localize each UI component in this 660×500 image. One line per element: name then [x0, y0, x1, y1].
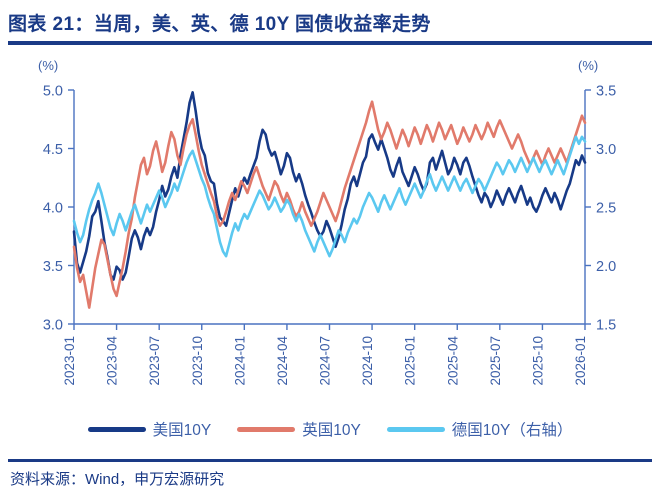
y-axis-tick-label: 4.0	[43, 201, 63, 217]
legend-item-3[interactable]: 德国10Y（右轴）	[386, 418, 573, 440]
y-axis-tick-label: 4.5	[43, 142, 63, 158]
title-divider	[8, 41, 652, 45]
legend-item-1[interactable]: 美国10Y	[87, 418, 212, 440]
figure-title-block: 图表 21：当周，美、英、德 10Y 国债收益率走势	[8, 10, 652, 48]
y2-axis-tick-label: 3.5	[596, 84, 616, 100]
source-note: 资料来源：Wind，申万宏源研究	[10, 471, 225, 488]
x-axis-tick-label: 2024-01	[232, 336, 247, 386]
legend-label: 英国10Y	[302, 422, 361, 439]
y2-axis-tick-label: 1.5	[596, 318, 616, 334]
x-axis-tick-label: 2026-01	[573, 336, 588, 386]
chart-canvas: (%) (%) 3.0 3.5 4.0 4.5 5.0 1.5 2.0 2.5 3.0 3.5 20…	[0, 48, 660, 448]
x-axis-tick-label: 2025-10	[530, 336, 545, 386]
x-axis-tick-label: 2025-07	[488, 336, 503, 386]
x-axis-tick-label: 2024-04	[275, 336, 290, 386]
series-line-de	[72, 135, 587, 258]
y-axis-tick-label: 3.5	[43, 259, 63, 275]
x-axis-tick-label: 2024-07	[318, 336, 333, 386]
x-axis-tick-label: 2023-07	[147, 336, 162, 386]
x-axis-tick-label: 2024-10	[360, 336, 375, 386]
footer-divider	[8, 459, 652, 462]
x-axis-tick-label: 2025-01	[403, 336, 418, 386]
legend-swatch-icon	[87, 426, 146, 432]
left-axis-unit: (%)	[38, 58, 59, 73]
legend-swatch-icon	[386, 426, 445, 432]
legend-item-2[interactable]: 英国10Y	[237, 418, 361, 440]
series-line-us	[72, 91, 587, 281]
chart-legend: 美国10Y 英国10Y 德国10Y（右轴）	[0, 415, 660, 443]
x-axis-tick-label: 2023-04	[105, 336, 120, 386]
x-axis-tick-label: 2025-04	[445, 336, 460, 386]
y2-axis-tick-label: 2.0	[596, 259, 616, 275]
y2-axis-tick-label: 2.5	[596, 201, 616, 217]
legend-label: 德国10Y（右轴）	[451, 422, 573, 439]
x-axis-tick-label: 2023-01	[62, 336, 77, 386]
legend-swatch-icon	[237, 426, 296, 432]
page-title: 图表 21：当周，美、英、德 10Y 国债收益率走势	[8, 14, 431, 35]
series-line-uk	[72, 100, 587, 309]
plot-svg: 3.0 3.5 4.0 4.5 5.0 1.5 2.0 2.5 3.0 3.5 2023-01 202…	[43, 84, 616, 386]
y-axis-tick-label: 5.0	[43, 84, 63, 100]
legend-label: 美国10Y	[152, 422, 212, 439]
y-axis-tick-label: 3.0	[43, 318, 63, 334]
y2-axis-tick-label: 3.0	[596, 142, 616, 158]
right-axis-unit: (%)	[578, 58, 599, 73]
x-axis-tick-label: 2023-10	[190, 336, 205, 386]
